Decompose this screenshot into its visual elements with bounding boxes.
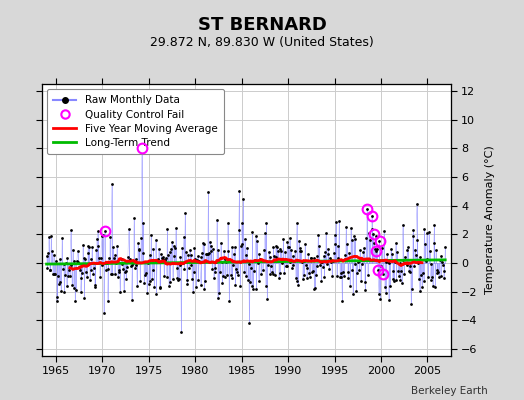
Text: ST BERNARD: ST BERNARD: [198, 16, 326, 34]
Text: 29.872 N, 89.830 W (United States): 29.872 N, 89.830 W (United States): [150, 36, 374, 49]
Text: Berkeley Earth: Berkeley Earth: [411, 386, 487, 396]
Y-axis label: Temperature Anomaly (°C): Temperature Anomaly (°C): [485, 146, 495, 294]
Legend: Raw Monthly Data, Quality Control Fail, Five Year Moving Average, Long-Term Tren: Raw Monthly Data, Quality Control Fail, …: [47, 89, 224, 154]
